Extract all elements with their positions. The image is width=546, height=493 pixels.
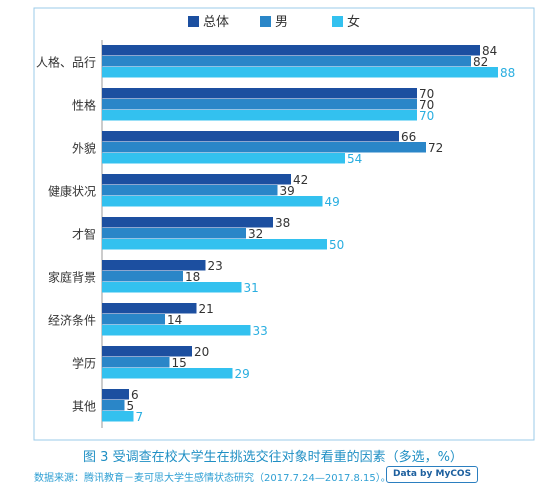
chart-border xyxy=(33,7,535,441)
data-label: 7 xyxy=(136,410,144,424)
bar xyxy=(102,411,134,422)
legend-swatch-2 xyxy=(260,16,271,27)
category-label: 人格、品行 xyxy=(36,55,96,70)
category-label: 其他 xyxy=(72,400,96,414)
data-label: 66 xyxy=(401,130,416,144)
bar xyxy=(102,314,165,325)
data-label: 70 xyxy=(419,98,434,112)
data-source-note: 数据来源：腾讯教育－麦可思大学生感情状态研究（2017.7.24—2017.8.… xyxy=(34,473,391,484)
data-label: 38 xyxy=(275,216,290,230)
data-label: 84 xyxy=(482,44,497,58)
data-label: 70 xyxy=(419,109,434,123)
data-by-mycos-badge: Data by MyCOS xyxy=(386,466,479,483)
bar xyxy=(102,282,242,293)
bar xyxy=(102,325,251,336)
data-label: 21 xyxy=(199,302,214,316)
data-label: 6 xyxy=(131,388,139,402)
category-label: 外貌 xyxy=(72,141,96,156)
bar xyxy=(102,303,197,314)
data-label: 50 xyxy=(329,238,344,252)
data-label: 42 xyxy=(293,173,308,187)
category-label: 性格 xyxy=(72,98,96,113)
data-label: 72 xyxy=(428,141,443,155)
bar xyxy=(102,67,498,78)
chart-caption: 图 3 受调查在校大学生在挑选交往对象时看重的因素（多选，%） xyxy=(83,450,463,465)
bar xyxy=(102,389,129,400)
legend: 总体 男 女 xyxy=(188,14,360,30)
bar xyxy=(102,228,246,239)
value-labels: 8470664238232120682707239321814155887054… xyxy=(127,44,516,424)
bar xyxy=(102,368,233,379)
data-label: 23 xyxy=(208,259,223,273)
data-label: 49 xyxy=(325,195,340,209)
bar xyxy=(102,131,399,142)
bar xyxy=(102,88,417,99)
data-label: 82 xyxy=(473,55,488,69)
data-label: 88 xyxy=(500,66,515,80)
bar xyxy=(102,153,345,164)
legend-swatch-3 xyxy=(332,16,343,27)
data-label: 33 xyxy=(253,324,268,338)
legend-label-1: 总体 xyxy=(203,15,229,30)
data-label: 15 xyxy=(172,356,187,370)
data-label: 29 xyxy=(235,367,250,381)
data-label: 54 xyxy=(347,152,362,166)
bar xyxy=(102,260,206,271)
bar xyxy=(102,110,417,121)
category-label: 才智 xyxy=(72,227,96,242)
legend-swatch-1 xyxy=(188,16,199,27)
bar xyxy=(102,196,323,207)
bar xyxy=(102,400,125,411)
category-label: 家庭背景 xyxy=(48,270,96,285)
bar xyxy=(102,346,192,357)
bar xyxy=(102,142,426,153)
bar xyxy=(102,357,170,368)
data-label: 18 xyxy=(185,270,200,284)
bar xyxy=(102,174,291,185)
bar xyxy=(102,217,273,228)
bar xyxy=(102,56,471,67)
data-label: 31 xyxy=(244,281,259,295)
data-label: 32 xyxy=(248,227,263,241)
data-label: 70 xyxy=(419,87,434,101)
data-label: 14 xyxy=(167,313,182,327)
category-label: 学历 xyxy=(72,356,96,371)
data-label: 20 xyxy=(194,345,209,359)
legend-label-2: 男 xyxy=(275,15,288,30)
bar xyxy=(102,271,183,282)
data-label: 5 xyxy=(127,399,135,413)
legend-label-3: 女 xyxy=(347,14,360,30)
bar xyxy=(102,185,278,196)
data-label: 39 xyxy=(280,184,295,198)
bars xyxy=(102,45,498,422)
bar xyxy=(102,99,417,110)
bar xyxy=(102,239,327,250)
category-label: 健康状况 xyxy=(48,184,96,199)
bar xyxy=(102,45,480,56)
category-label: 经济条件 xyxy=(48,313,96,328)
